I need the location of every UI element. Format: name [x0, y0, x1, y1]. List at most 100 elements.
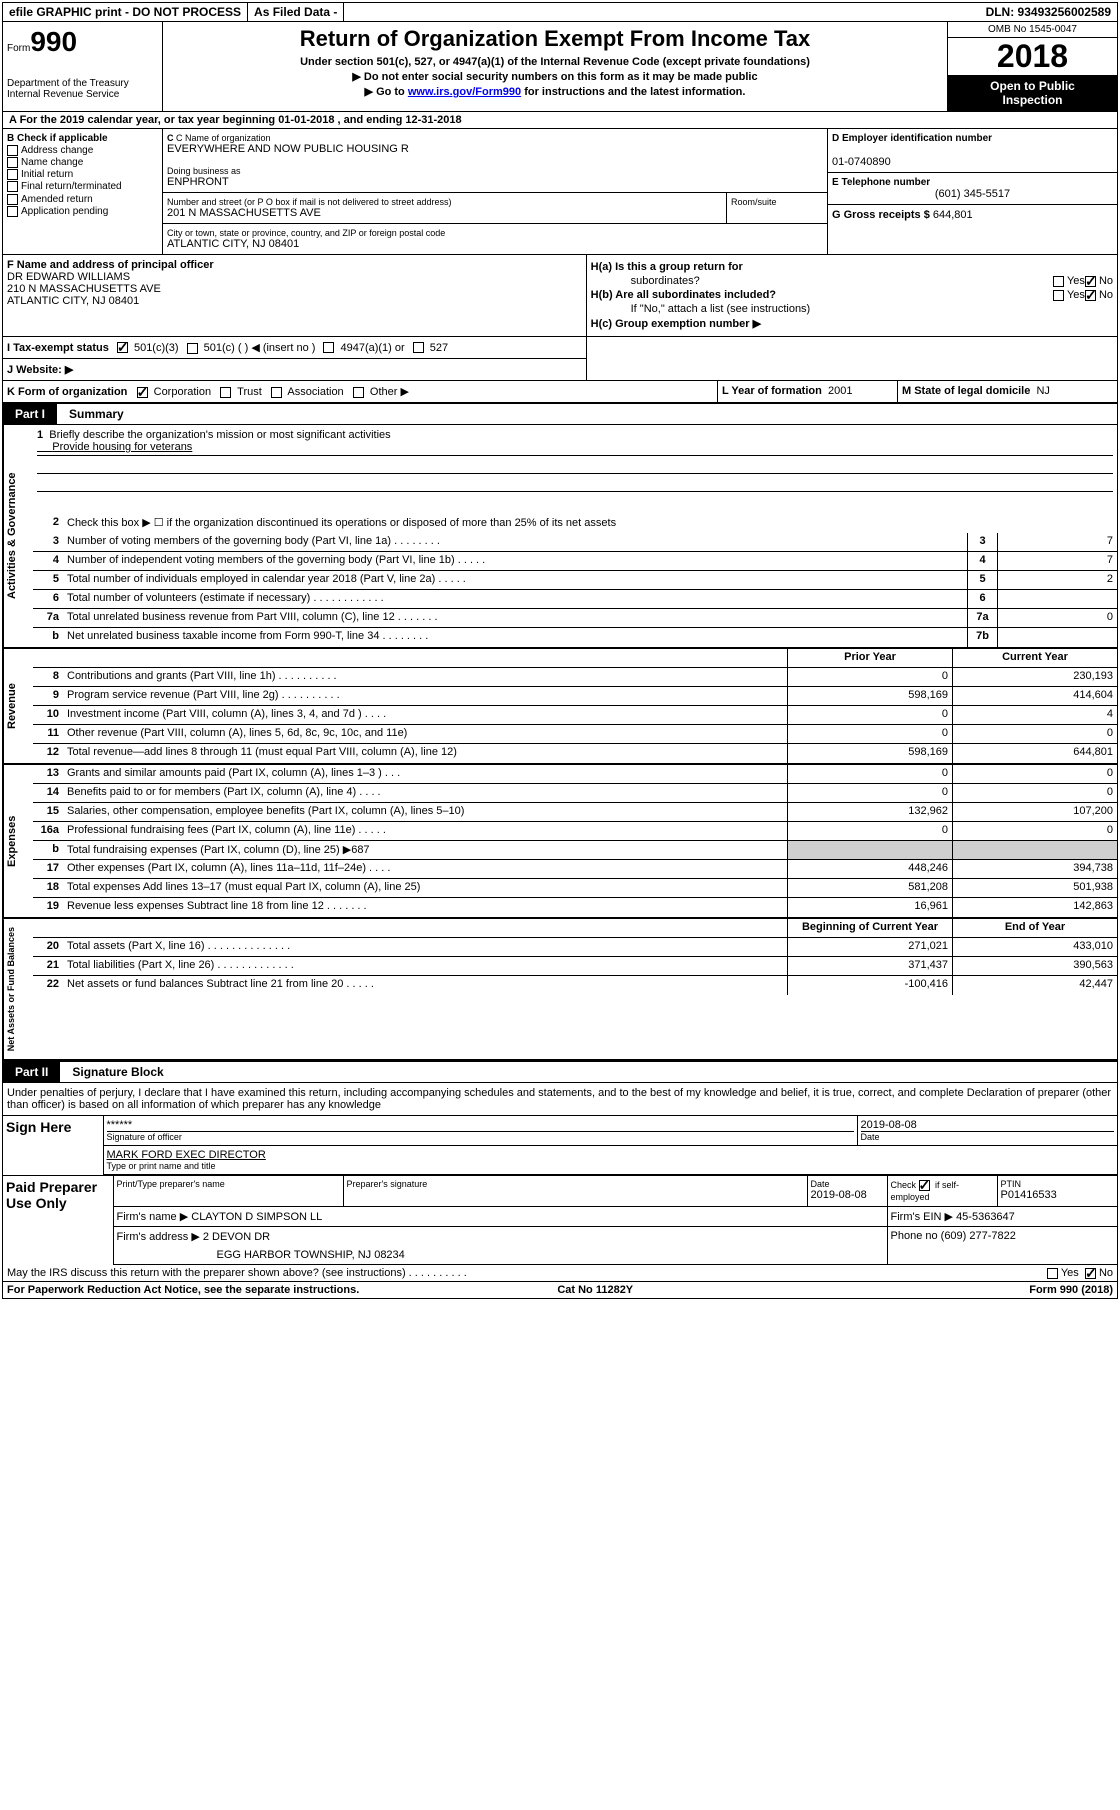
- org-name-cell: C C Name of organization EVERYWHERE AND …: [163, 129, 827, 193]
- row-18: 18Total expenses Add lines 13–17 (must e…: [33, 879, 1117, 898]
- check-pending[interactable]: Application pending: [7, 206, 158, 217]
- group-return-block: H(a) Is this a group return for subordin…: [587, 255, 1117, 336]
- ha-yes[interactable]: Yes: [1053, 275, 1085, 287]
- firm-ein-cell: Firm's EIN ▶ 45-5363647: [887, 1207, 1117, 1227]
- officer-group-row: F Name and address of principal officer …: [3, 255, 1117, 337]
- tax-year: 2018: [948, 38, 1117, 75]
- check-address[interactable]: Address change: [7, 145, 158, 156]
- check-name[interactable]: Name change: [7, 157, 158, 168]
- firm-addr-cell: Firm's address ▶ 2 DEVON DR EGG HARBOR T…: [113, 1227, 887, 1265]
- activities-row-6: 6Total number of volunteers (estimate if…: [33, 590, 1117, 609]
- officer-block: F Name and address of principal officer …: [3, 255, 587, 336]
- mission-block: 1 Briefly describe the organization's mi…: [33, 425, 1117, 514]
- self-employed-cell[interactable]: Check if self-employed: [887, 1176, 997, 1207]
- check-initial[interactable]: Initial return: [7, 169, 158, 180]
- header-center: Return of Organization Exempt From Incom…: [163, 22, 947, 111]
- phone-value: (601) 345-5517: [832, 188, 1113, 200]
- gross-receipts-cell: G Gross receipts $ 644,801: [828, 205, 1117, 225]
- check-501c3[interactable]: 501(c)(3): [117, 342, 179, 354]
- form-footer: Form 990 (2018): [1029, 1284, 1113, 1296]
- paid-preparer-table: Paid Preparer Use Only Print/Type prepar…: [3, 1175, 1117, 1265]
- efile-notice: efile GRAPHIC print - DO NOT PROCESS: [3, 3, 248, 21]
- part1-tab: Part I: [3, 404, 57, 424]
- bottom-bar: For Paperwork Reduction Act Notice, see …: [3, 1282, 1117, 1298]
- line2-discontinued: 2 Check this box ▶ ☐ if the organization…: [33, 514, 1117, 533]
- street-cell: Number and street (or P O box if mail is…: [163, 193, 727, 223]
- revenue-label: Revenue: [3, 649, 33, 763]
- street-address: 201 N MASSACHUSETTS AVE: [167, 207, 722, 219]
- check-501c[interactable]: 501(c) ( ) ◀ (insert no ): [187, 341, 316, 354]
- row-17: 17Other expenses (Part IX, column (A), l…: [33, 860, 1117, 879]
- id-right: D Employer identification number 01-0740…: [827, 129, 1117, 254]
- officer-printed-name: MARK FORD EXEC DIRECTOR: [107, 1149, 1115, 1161]
- state-domicile: NJ: [1036, 385, 1049, 397]
- m-cell: M State of legal domicile NJ: [897, 381, 1117, 402]
- section-b-checkboxes: B Check if applicable Address change Nam…: [3, 129, 163, 254]
- check-amended[interactable]: Amended return: [7, 194, 158, 205]
- dba-name: ENPHRONT: [167, 176, 823, 188]
- city-state-zip: ATLANTIC CITY, NJ 08401: [167, 238, 823, 250]
- omb-number: OMB No 1545-0047: [948, 22, 1117, 38]
- prep-name-cell: Print/Type preparer's name: [113, 1176, 343, 1207]
- paid-preparer-label: Paid Preparer Use Only: [3, 1176, 113, 1265]
- discuss-yes[interactable]: Yes: [1047, 1267, 1079, 1279]
- revenue-header: Prior Year Current Year: [33, 649, 1117, 668]
- row-14: 14Benefits paid to or for members (Part …: [33, 784, 1117, 803]
- officer-name: DR EDWARD WILLIAMS: [7, 271, 582, 283]
- row-13: 13Grants and similar amounts paid (Part …: [33, 765, 1117, 784]
- activities-section: Activities & Governance 1 Briefly descri…: [3, 425, 1117, 649]
- gross-receipts: 644,801: [933, 209, 973, 221]
- form-title: Return of Organization Exempt From Incom…: [171, 26, 939, 52]
- hb-no[interactable]: No: [1085, 289, 1113, 301]
- firm-phone-cell: Phone no (609) 277-7822: [887, 1227, 1117, 1265]
- firm-name: CLAYTON D SIMPSON LL: [191, 1211, 322, 1223]
- officer-city: ATLANTIC CITY, NJ 08401: [7, 295, 582, 307]
- prep-sig-cell: Preparer's signature: [343, 1176, 807, 1207]
- header-left: Form990 Department of the Treasury Inter…: [3, 22, 163, 111]
- part2-title: Signature Block: [60, 1062, 175, 1082]
- sign-here-label: Sign Here: [3, 1116, 103, 1175]
- hb-yes[interactable]: Yes: [1053, 289, 1085, 301]
- check-assoc[interactable]: Association: [271, 386, 344, 398]
- row-20: 20Total assets (Part X, line 16) . . . .…: [33, 938, 1117, 957]
- discuss-row: May the IRS discuss this return with the…: [3, 1265, 1117, 1282]
- suite-cell: Room/suite: [727, 193, 827, 223]
- check-527[interactable]: 527: [413, 342, 448, 354]
- part1-header: Part I Summary: [3, 403, 1117, 425]
- ha-no[interactable]: No: [1085, 275, 1113, 287]
- perjury-statement: Under penalties of perjury, I declare th…: [3, 1083, 1117, 1116]
- check-other[interactable]: Other ▶: [353, 386, 409, 398]
- form-org-row: K Form of organization Corporation Trust…: [3, 380, 1117, 403]
- revenue-section: Revenue Prior Year Current Year 8Contrib…: [3, 649, 1117, 765]
- check-final[interactable]: Final return/terminated: [7, 181, 158, 192]
- sign-here-table: Sign Here ****** Signature of officer 20…: [3, 1116, 1117, 1175]
- section-a-tax-year: A For the 2019 calendar year, or tax yea…: [3, 112, 1117, 129]
- k-cell: K Form of organization Corporation Trust…: [3, 381, 717, 402]
- row-16a: 16aProfessional fundraising fees (Part I…: [33, 822, 1117, 841]
- irs-link[interactable]: www.irs.gov/Form990: [408, 86, 521, 98]
- l-cell: L Year of formation 2001: [717, 381, 897, 402]
- netassets-section: Net Assets or Fund Balances Beginning of…: [3, 919, 1117, 1061]
- header-sub1: Under section 501(c), 527, or 4947(a)(1)…: [171, 56, 939, 68]
- top-bar: efile GRAPHIC print - DO NOT PROCESS As …: [3, 3, 1117, 22]
- row-9: 9Program service revenue (Part VIII, lin…: [33, 687, 1117, 706]
- check-trust[interactable]: Trust: [220, 386, 262, 398]
- activities-row-4: 4Number of independent voting members of…: [33, 552, 1117, 571]
- ein-value: 01-0740890: [832, 156, 1113, 168]
- row-15: 15Salaries, other compensation, employee…: [33, 803, 1117, 822]
- open-to-public: Open to Public Inspection: [948, 75, 1117, 111]
- activities-row-b: bNet unrelated business taxable income f…: [33, 628, 1117, 647]
- dln: DLN: 93493256002589: [980, 3, 1117, 21]
- header-sub3: ▶ Go to www.irs.gov/Form990 for instruct…: [171, 85, 939, 98]
- pra-notice: For Paperwork Reduction Act Notice, see …: [7, 1284, 359, 1296]
- b-label: B Check if applicable: [7, 133, 158, 144]
- check-4947[interactable]: 4947(a)(1) or: [323, 342, 404, 354]
- netassets-label: Net Assets or Fund Balances: [3, 919, 33, 1059]
- activities-row-3: 3Number of voting members of the governi…: [33, 533, 1117, 552]
- phone-cell: E Telephone number (601) 345-5517: [828, 173, 1117, 205]
- check-corp[interactable]: Corporation: [137, 386, 212, 398]
- header-sub2: ▶ Do not enter social security numbers o…: [171, 70, 939, 83]
- identification-block: B Check if applicable Address change Nam…: [3, 129, 1117, 255]
- discuss-no[interactable]: No: [1085, 1267, 1113, 1279]
- officer-addr: 210 N MASSACHUSETTS AVE: [7, 283, 582, 295]
